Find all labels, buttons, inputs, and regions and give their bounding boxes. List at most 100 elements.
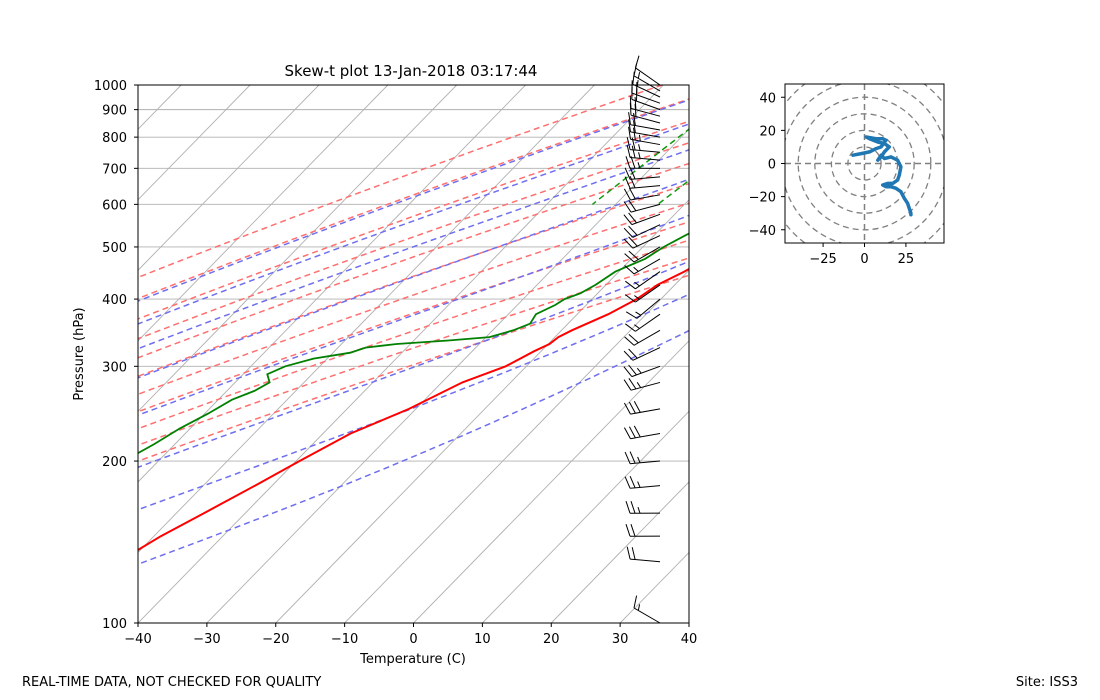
wind-barb	[626, 546, 661, 563]
wind-barb-half-flag	[633, 266, 639, 272]
wind-barb-staff	[633, 258, 661, 275]
hodograph-x-tick-label: 0	[860, 252, 868, 267]
wind-barb-flag	[628, 187, 636, 200]
wind-barb	[628, 119, 661, 138]
wind-barb	[625, 298, 661, 319]
wind-barb	[624, 167, 661, 180]
wind-barb	[625, 501, 661, 514]
mixing-ratio-line	[591, 128, 689, 205]
x-tick-label: −40	[124, 632, 151, 647]
wind-barb-staff	[635, 67, 661, 86]
wind-barb-flag	[623, 214, 633, 225]
wind-barb-flag	[628, 378, 637, 390]
wind-barb	[624, 176, 661, 189]
wind-barb-flag	[633, 425, 641, 438]
footer-quality-note: REAL-TIME DATA, NOT CHECKED FOR QUALITY	[22, 675, 321, 690]
wind-barb-flag	[628, 119, 631, 132]
wind-barb-flag	[631, 137, 636, 151]
wind-barb-flag	[623, 427, 631, 439]
wind-barb-flag	[623, 238, 634, 249]
x-axis-label: Temperature (C)	[359, 652, 466, 667]
wind-barb-staff	[633, 329, 661, 346]
wind-barb-flag	[628, 334, 639, 344]
wind-barb	[624, 451, 661, 465]
x-tick-label: 40	[681, 632, 698, 647]
wind-barb-flag	[623, 402, 631, 415]
x-tick-label: −30	[193, 632, 220, 647]
wind-barb-flag	[625, 524, 631, 537]
moist-adiabat-line	[138, 178, 689, 379]
wind-barb-flag	[631, 145, 636, 159]
moist-adiabat-line	[138, 214, 689, 416]
x-tick-label: −20	[262, 632, 289, 647]
y-tick-label: 400	[102, 293, 127, 308]
isobar-grid	[138, 85, 689, 623]
wind-barb-staff	[630, 485, 661, 489]
hodograph-y-tick-label: 20	[759, 124, 776, 139]
y-tick-label: 900	[102, 104, 127, 119]
wind-barb-flag	[624, 265, 635, 275]
wind-barb-flag	[633, 120, 636, 133]
wind-barb-staff	[632, 83, 661, 98]
dry-adiabat-line	[138, 142, 689, 340]
wind-barb	[624, 313, 661, 332]
isotherm-line	[138, 85, 320, 271]
wind-barb-flag	[623, 379, 632, 391]
wind-barb-flag	[624, 176, 631, 189]
dry-adiabat-line	[138, 182, 689, 378]
wind-barb-staff	[632, 347, 661, 361]
wind-barb	[625, 156, 661, 169]
y-tick-label: 500	[102, 241, 127, 256]
wind-barb-flag	[629, 167, 636, 180]
wind-barb-flag	[625, 156, 631, 169]
wind-barb-flag	[624, 451, 631, 464]
wind-barb-flag	[633, 401, 641, 413]
dry-adiabats	[138, 85, 689, 462]
wind-barb	[623, 212, 661, 226]
wind-barb-staff	[635, 313, 661, 332]
wind-barb-flag	[629, 102, 632, 116]
wind-barb-half-flag	[635, 311, 642, 316]
hodograph-y-tick-label: −20	[749, 191, 776, 206]
dewpoint-series-line	[138, 232, 689, 455]
wind-barb-flag	[630, 524, 636, 537]
hodograph-y-tick-label: −40	[749, 224, 776, 239]
wind-barb-flag	[634, 103, 637, 117]
wind-barb-flag	[623, 366, 633, 377]
dry-adiabat-line	[138, 162, 689, 359]
wind-barb	[628, 112, 661, 131]
wind-barb	[632, 71, 661, 98]
isotherm-line	[550, 481, 689, 623]
isotherm-line	[482, 410, 689, 623]
wind-barb-half-flag	[637, 507, 641, 514]
wind-barb-flag	[625, 294, 636, 303]
chart-title: Skew-t plot 13-Jan-2018 03:17:44	[285, 62, 538, 80]
wind-barb	[623, 235, 661, 249]
wind-barbs	[623, 55, 661, 624]
temperature-series-line	[138, 267, 689, 552]
wind-barb-flag	[624, 167, 631, 180]
wind-barb-flag	[633, 113, 636, 126]
wind-barb	[623, 378, 661, 391]
wind-barb-flag	[623, 201, 632, 213]
wind-barb-flag	[625, 501, 631, 514]
hodograph-y-tick-label: 0	[768, 158, 776, 173]
x-tick-label: 20	[543, 632, 560, 647]
moist-adiabat-line	[138, 260, 689, 469]
hodograph-plot-area	[785, 84, 944, 243]
wind-barb-flag	[628, 250, 639, 260]
wind-barb	[623, 187, 661, 201]
wind-barb-flag	[628, 348, 638, 359]
wind-barb-half-flag	[638, 152, 641, 159]
hodograph-x-tick-label: −25	[809, 252, 836, 267]
wind-barb	[623, 347, 661, 361]
hodograph-x-ticks: −25 0 25	[809, 252, 914, 267]
wind-barb-flag	[632, 71, 635, 85]
moist-adiabats	[138, 99, 689, 566]
wind-barb-flag	[624, 253, 635, 263]
wind-barb-flag	[628, 200, 637, 212]
y-tick-label: 100	[102, 617, 127, 632]
isotherm-line	[275, 199, 689, 623]
wind-barb	[629, 102, 661, 124]
